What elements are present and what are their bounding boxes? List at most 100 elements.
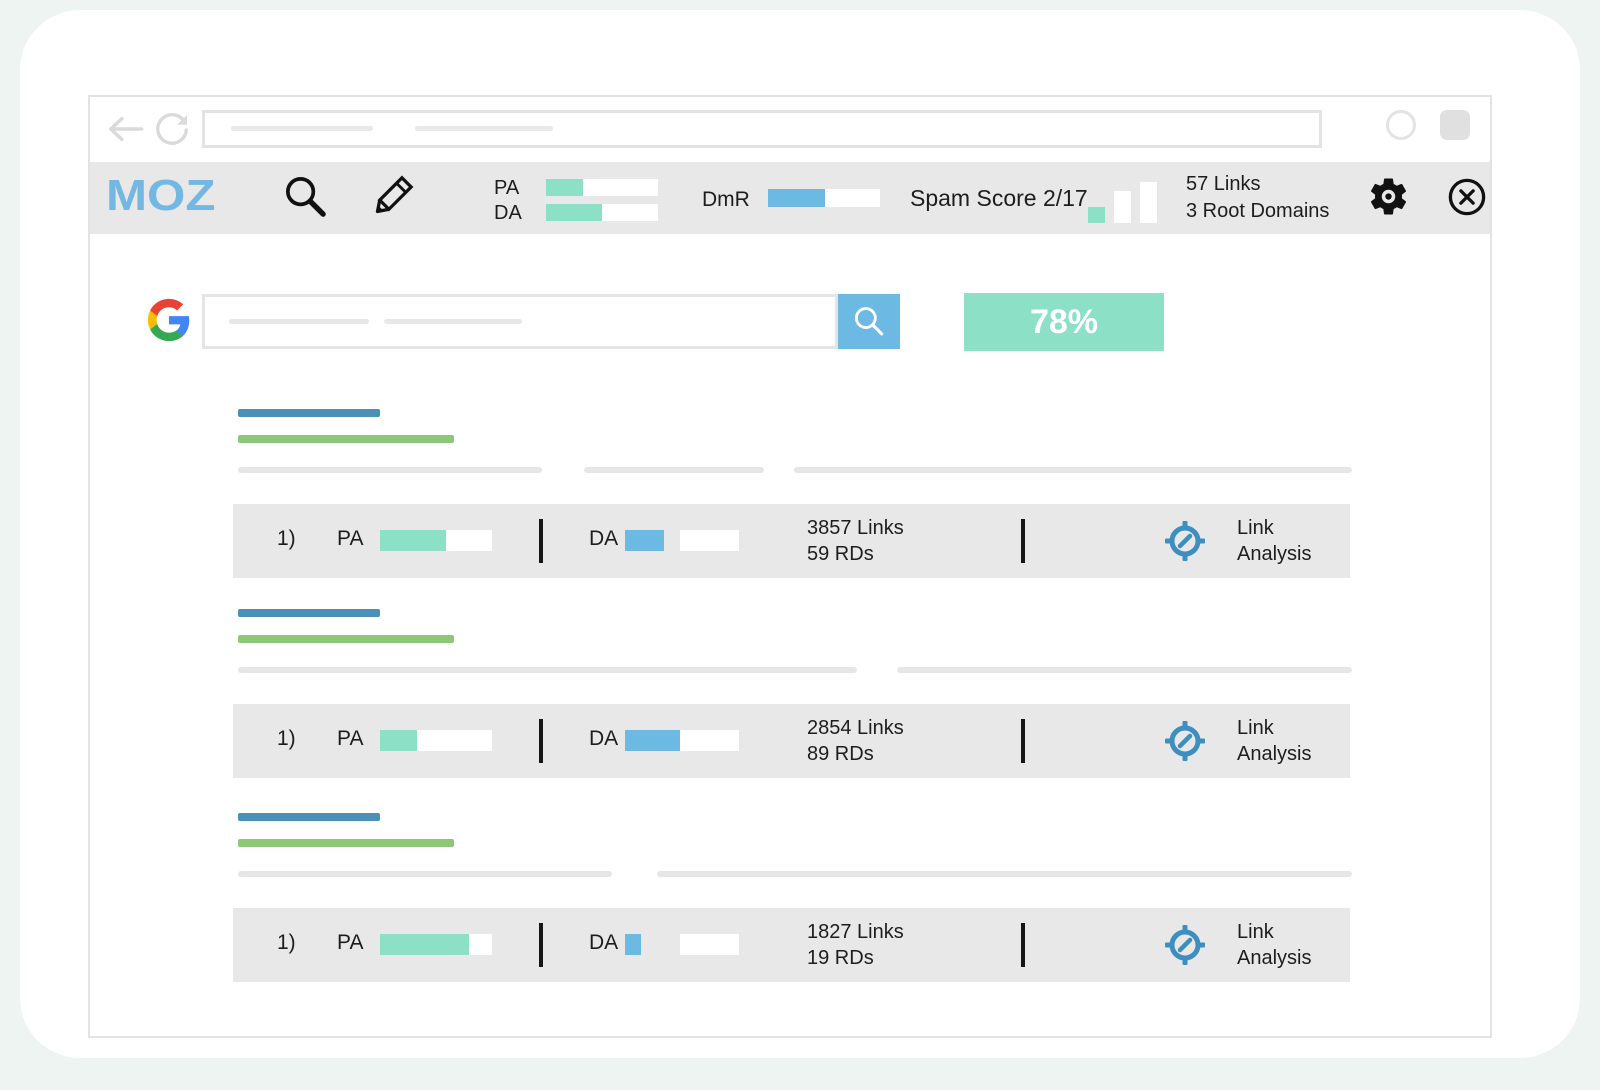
match-score-badge: 78%	[964, 293, 1164, 351]
result-link-counts: 3857 Links 59 RDs	[807, 515, 904, 567]
toolbar-pa-bar	[546, 179, 658, 196]
result-pa-label: PA	[337, 727, 364, 750]
link-analysis-button[interactable]: Link Analysis	[1237, 921, 1312, 969]
toolbar-pa-bar-fill	[546, 179, 583, 196]
url-placeholder-line	[231, 126, 373, 131]
link-analysis-icon[interactable]	[1163, 719, 1207, 768]
google-logo-icon	[146, 297, 192, 348]
result-pa-bar-fill	[380, 934, 469, 955]
result-da-bar-fill	[625, 730, 680, 751]
toolbar-pa-label: PA	[494, 177, 520, 199]
browser-chrome	[90, 97, 1490, 162]
url-bar[interactable]	[202, 110, 1322, 148]
gear-icon[interactable]	[1366, 174, 1411, 224]
result-da-bar	[625, 530, 739, 551]
result-rds-count: 19 RDs	[807, 947, 874, 969]
search-input[interactable]	[202, 294, 838, 349]
result-description-placeholder	[794, 467, 1352, 473]
result-title-placeholder[interactable]	[238, 609, 380, 617]
refresh-icon[interactable]	[154, 112, 190, 153]
result-url-placeholder	[238, 635, 454, 643]
link-analysis-icon[interactable]	[1163, 923, 1207, 972]
result-description-placeholder	[897, 667, 1352, 673]
query-placeholder-line	[229, 319, 369, 324]
toolbar-da-bar	[546, 204, 658, 221]
result-description-placeholder	[238, 667, 857, 673]
result-links-count: 3857 Links	[807, 517, 904, 539]
divider	[1021, 923, 1025, 967]
spam-meter-bar	[1140, 182, 1157, 223]
result-rank: 1)	[277, 527, 296, 550]
browser-profile-circle-icon[interactable]	[1386, 110, 1416, 140]
search-result: 1) PA DA 2854 Links 89 RDs	[90, 609, 1494, 799]
link-analysis-button[interactable]: Link Analysis	[1237, 517, 1312, 565]
url-placeholder-line	[415, 126, 553, 131]
divider	[1021, 719, 1025, 763]
result-url-placeholder	[238, 435, 454, 443]
moz-logo: MOZ	[106, 171, 216, 220]
toolbar-da-label: DA	[494, 202, 522, 224]
links-summary-domains: 3 Root Domains	[1186, 200, 1330, 222]
toolbar-dmr-bar-fill	[768, 189, 825, 207]
result-links-count: 1827 Links	[807, 921, 904, 943]
result-pa-bar	[380, 730, 492, 751]
result-da-bar	[625, 934, 739, 955]
links-summary-links: 57 Links	[1186, 173, 1261, 195]
result-da-bar-fill	[625, 934, 641, 955]
toolbar-dmr-label: DmR	[702, 188, 750, 211]
result-rds-count: 89 RDs	[807, 743, 874, 765]
toolbar-da-bar-fill	[546, 204, 602, 221]
result-pa-bar-fill	[380, 530, 446, 551]
spam-meter	[1088, 181, 1178, 223]
result-metrics-row: 1) PA DA 3857 Links 59 RDs	[233, 504, 1350, 578]
spam-score-label: Spam Score 2/17	[910, 185, 1088, 211]
toolbar-dmr-bar	[768, 189, 880, 207]
result-rank: 1)	[277, 931, 296, 954]
result-description-placeholder	[238, 871, 612, 877]
close-icon[interactable]	[1446, 176, 1488, 223]
divider	[539, 719, 543, 763]
result-rank: 1)	[277, 727, 296, 750]
back-icon[interactable]	[106, 112, 144, 151]
links-summary: 57 Links 3 Root Domains	[1186, 171, 1329, 225]
divider	[539, 519, 543, 563]
result-description-placeholder	[657, 871, 1352, 877]
result-metrics-row: 1) PA DA 2854 Links 89 RDs	[233, 704, 1350, 778]
divider	[539, 923, 543, 967]
search-result: 1) PA DA 3857 Links 59 RDs	[90, 409, 1494, 599]
link-analysis-icon[interactable]	[1163, 519, 1207, 568]
link-analysis-button[interactable]: Link Analysis	[1237, 717, 1312, 765]
magnifier-icon	[854, 306, 884, 335]
result-da-bar-fill	[625, 530, 664, 551]
result-pa-label: PA	[337, 527, 364, 550]
result-pa-bar-fill	[380, 730, 417, 751]
page-card: MOZ PA	[20, 10, 1580, 1058]
result-metrics-row: 1) PA DA 1827 Links 19 RDs	[233, 908, 1350, 982]
result-link-counts: 2854 Links 89 RDs	[807, 715, 904, 767]
result-da-label: DA	[589, 527, 619, 550]
divider	[1021, 519, 1025, 563]
result-links-count: 2854 Links	[807, 717, 904, 739]
result-da-label: DA	[589, 931, 619, 954]
result-description-placeholder	[584, 467, 764, 473]
query-placeholder-line	[384, 319, 522, 324]
result-link-counts: 1827 Links 19 RDs	[807, 919, 904, 971]
search-icon[interactable]	[282, 174, 329, 226]
result-da-label: DA	[589, 727, 619, 750]
result-rds-count: 59 RDs	[807, 543, 874, 565]
browser-window: MOZ PA	[88, 95, 1492, 1038]
result-title-placeholder[interactable]	[238, 409, 380, 417]
search-result: 1) PA DA 1827 Links 19 RDs	[90, 813, 1494, 1003]
result-pa-bar	[380, 934, 492, 955]
result-title-placeholder[interactable]	[238, 813, 380, 821]
result-da-bar	[625, 730, 739, 751]
pencil-icon[interactable]	[366, 171, 418, 228]
search-button[interactable]	[838, 294, 900, 349]
result-url-placeholder	[238, 839, 454, 847]
result-pa-bar	[380, 530, 492, 551]
spam-meter-bar	[1114, 191, 1131, 223]
result-pa-label: PA	[337, 931, 364, 954]
browser-menu-square-icon[interactable]	[1440, 110, 1470, 140]
result-description-placeholder	[238, 467, 542, 473]
